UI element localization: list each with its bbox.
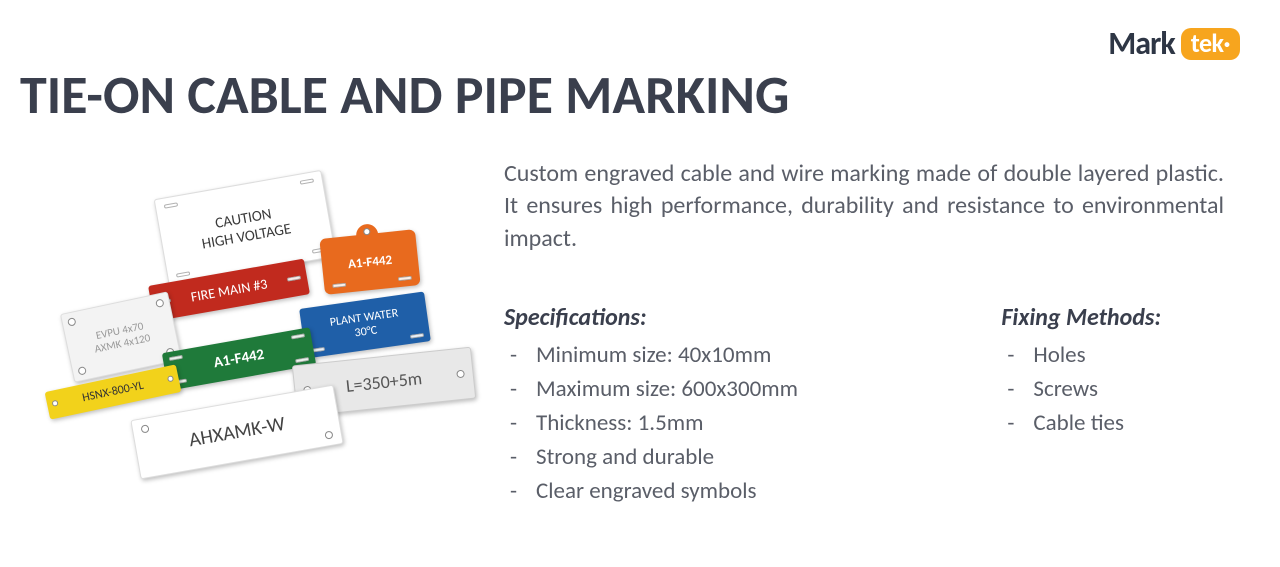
product-illustration: CAUTION HIGH VOLTAGE A1-F442 FIRE MAIN #… xyxy=(44,178,474,488)
sample-tag-a1-orange: A1-F442 xyxy=(319,229,420,295)
product-description: Custom engraved cable and wire marking m… xyxy=(504,158,1224,255)
list-item: Minimum size: 40x10mm xyxy=(510,338,941,372)
list-item: Strong and durable xyxy=(510,440,941,474)
list-item: Thickness: 1.5mm xyxy=(510,406,941,440)
fixing-methods-list: Holes Screws Cable ties xyxy=(1001,338,1240,440)
fixing-methods-column: Fixing Methods: Holes Screws Cable ties xyxy=(1001,303,1240,508)
sample-tag-plant: PLANT WATER 30°C xyxy=(299,291,431,358)
list-item: Clear engraved symbols xyxy=(510,474,941,508)
page-title: TIE-ON CABLE AND PIPE MARKING xyxy=(20,62,789,128)
tag-line: L=350+5m xyxy=(345,367,423,397)
content-area: Custom engraved cable and wire marking m… xyxy=(504,158,1240,508)
logo-text-mark: Mark xyxy=(1108,24,1175,63)
list-item: Maximum size: 600x300mm xyxy=(510,372,941,406)
tag-line: FIRE MAIN #3 xyxy=(189,275,268,305)
fixing-methods-heading: Fixing Methods: xyxy=(1001,303,1240,332)
tag-line: A1-F442 xyxy=(347,252,393,272)
list-item: Cable ties xyxy=(1007,406,1240,440)
list-item: Screws xyxy=(1007,372,1240,406)
brand-logo: Mark tek· xyxy=(1108,24,1240,63)
sample-tag-ahx: AHXAMK-W xyxy=(130,385,343,480)
specifications-column: Specifications: Minimum size: 40x10mm Ma… xyxy=(504,303,941,508)
tag-line: A1-F442 xyxy=(212,346,265,373)
specifications-heading: Specifications: xyxy=(504,303,941,332)
logo-text-tek: tek· xyxy=(1181,28,1240,60)
specifications-list: Minimum size: 40x10mm Maximum size: 600x… xyxy=(504,338,941,508)
tag-line: AHXAMK-W xyxy=(187,412,287,452)
tag-line: 30°C xyxy=(354,323,378,340)
tag-line: HSNX-800-YL xyxy=(81,379,145,406)
list-item: Holes xyxy=(1007,338,1240,372)
details-columns: Specifications: Minimum size: 40x10mm Ma… xyxy=(504,303,1240,508)
